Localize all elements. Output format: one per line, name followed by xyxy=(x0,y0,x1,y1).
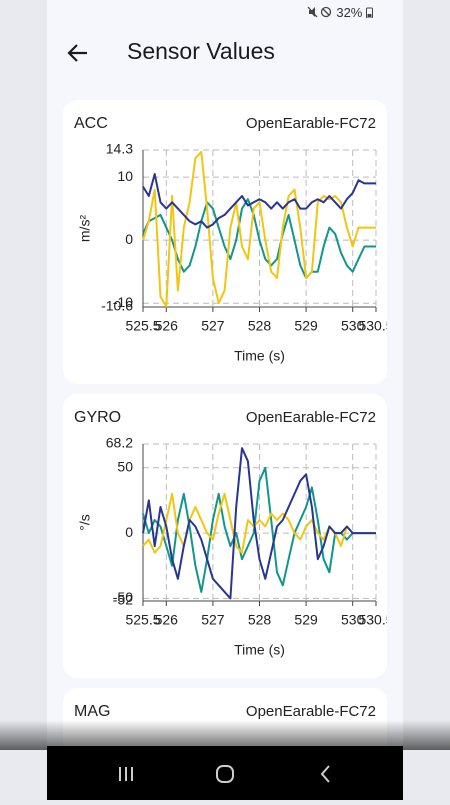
y-tick-label: 0 xyxy=(125,231,133,247)
battery-icon xyxy=(366,7,373,19)
chart-title: ACC xyxy=(74,115,108,132)
y-tick-label: 14.3 xyxy=(106,141,133,157)
nav-icons xyxy=(119,765,330,783)
x-tick-label: 530.5 xyxy=(358,318,387,334)
chart-title: GYRO xyxy=(74,409,121,426)
y-tick-label: -50 xyxy=(113,589,133,605)
battery-text: 32% xyxy=(336,5,363,20)
y-tick-label: -10 xyxy=(113,294,133,310)
x-tick-label: 529 xyxy=(294,318,318,334)
data-line xyxy=(142,447,376,600)
header-title: Sensor Values xyxy=(127,38,275,64)
status-icons xyxy=(307,6,331,18)
nav-bar xyxy=(47,746,403,800)
data-line xyxy=(142,173,376,229)
battery: 32% xyxy=(307,5,373,20)
x-tick-label: 525.5 xyxy=(125,612,160,628)
x-tick-label: 528 xyxy=(248,612,272,628)
app: 32% Sensor Values ACC OpenEarable-FC72 525… xyxy=(47,0,403,800)
device-name: OpenEarable-FC72 xyxy=(246,409,376,426)
x-tick-label: 528 xyxy=(248,318,272,334)
y-axis-label: m/s² xyxy=(77,215,93,243)
x-tick-label: 530.5 xyxy=(358,612,387,628)
back-button[interactable] xyxy=(65,40,91,66)
x-tick-label: 529 xyxy=(294,612,318,628)
sensor-card: GYRO OpenEarable-FC72 525.5 526 527 528 529 530… xyxy=(63,394,387,678)
y-tick-label: 10 xyxy=(117,168,133,184)
chart-title: MAG xyxy=(74,703,110,720)
x-tick-label: 526 xyxy=(155,318,179,334)
data-line xyxy=(142,198,376,279)
sensor-card: ACC OpenEarable-FC72 525.5 526 527 528 529 530 5… xyxy=(63,100,387,384)
device-name: OpenEarable-FC72 xyxy=(246,703,376,720)
x-axis-label: Time (s) xyxy=(234,642,285,658)
data-line xyxy=(142,492,376,554)
y-tick-label: -52 xyxy=(113,592,133,608)
x-tick-label: 530 xyxy=(341,318,365,334)
bottom-fade xyxy=(0,720,450,750)
home-button[interactable] xyxy=(216,765,234,783)
y-tick-label: 0 xyxy=(125,524,133,540)
x-tick-label: 527 xyxy=(201,318,225,334)
data-line xyxy=(142,150,376,308)
y-axis-label: °/s xyxy=(77,514,93,531)
device-name: OpenEarable-FC72 xyxy=(246,115,376,132)
x-tick-label: 525.5 xyxy=(125,318,160,334)
y-tick-label: 50 xyxy=(117,458,133,474)
x-tick-label: 530 xyxy=(341,612,365,628)
nav-back-button[interactable] xyxy=(320,765,330,783)
recents-button[interactable] xyxy=(119,767,133,781)
x-tick-label: 526 xyxy=(155,612,179,628)
x-tick-label: 527 xyxy=(201,612,225,628)
x-axis-label: Time (s) xyxy=(234,348,285,364)
y-tick-label: -10.6 xyxy=(101,298,133,314)
chart: MAG OpenEarable-FC72 xyxy=(74,703,376,720)
y-tick-label: 68.2 xyxy=(106,435,133,451)
